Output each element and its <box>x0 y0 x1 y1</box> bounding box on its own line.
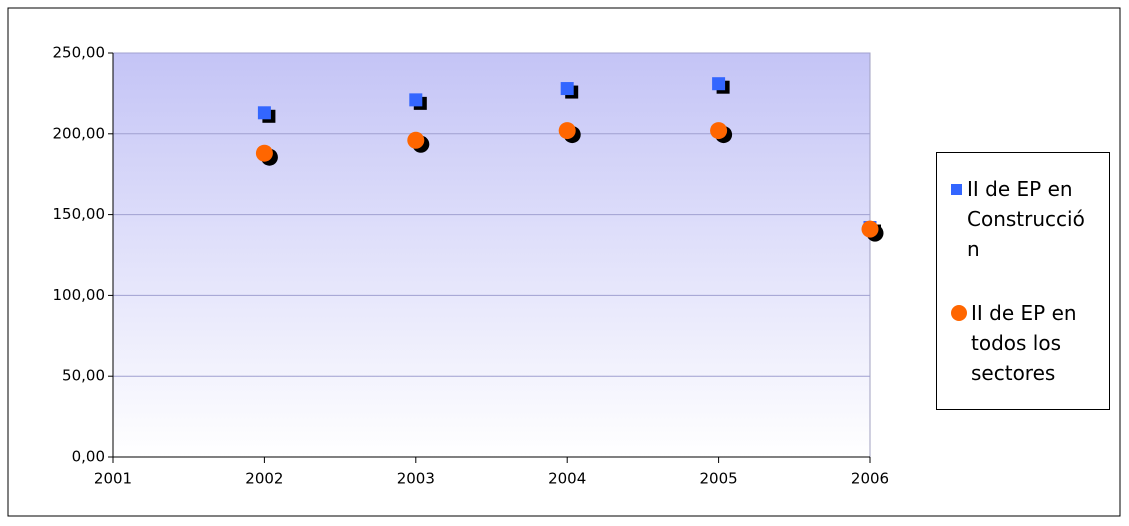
marker <box>558 122 576 140</box>
marker <box>712 77 726 91</box>
y-tick-label: 150,00 <box>53 205 106 223</box>
marker <box>710 122 728 140</box>
marker <box>255 144 273 162</box>
y-tick-label: 250,00 <box>53 44 106 62</box>
legend-key <box>951 184 962 195</box>
legend: II de EP en Construcción II de EP en todo… <box>936 152 1110 410</box>
x-tick-label: 2001 <box>94 470 132 488</box>
legend-key <box>951 305 967 321</box>
x-tick-label: 2002 <box>245 470 283 488</box>
x-tick-label: 2004 <box>548 470 586 488</box>
marker <box>257 106 271 120</box>
legend-label: II de EP en Construcción <box>967 177 1085 261</box>
marker <box>407 131 425 149</box>
x-tick-label: 2006 <box>851 470 889 488</box>
plot-area <box>112 52 871 458</box>
legend-label: II de EP en todos los sectores <box>971 301 1077 385</box>
y-tick-label: 200,00 <box>53 124 106 142</box>
legend-entry: II de EP en todos los sectores <box>951 298 1097 388</box>
y-tick-label: 50,00 <box>62 367 105 385</box>
marker <box>861 220 879 238</box>
marker <box>409 93 423 107</box>
legend-entry: II de EP en Construcción <box>951 174 1097 264</box>
y-tick-label: 100,00 <box>53 286 106 304</box>
y-tick-label: 0,00 <box>72 448 105 466</box>
x-tick-label: 2005 <box>700 470 738 488</box>
marker <box>560 82 574 96</box>
x-tick-label: 2003 <box>397 470 435 488</box>
